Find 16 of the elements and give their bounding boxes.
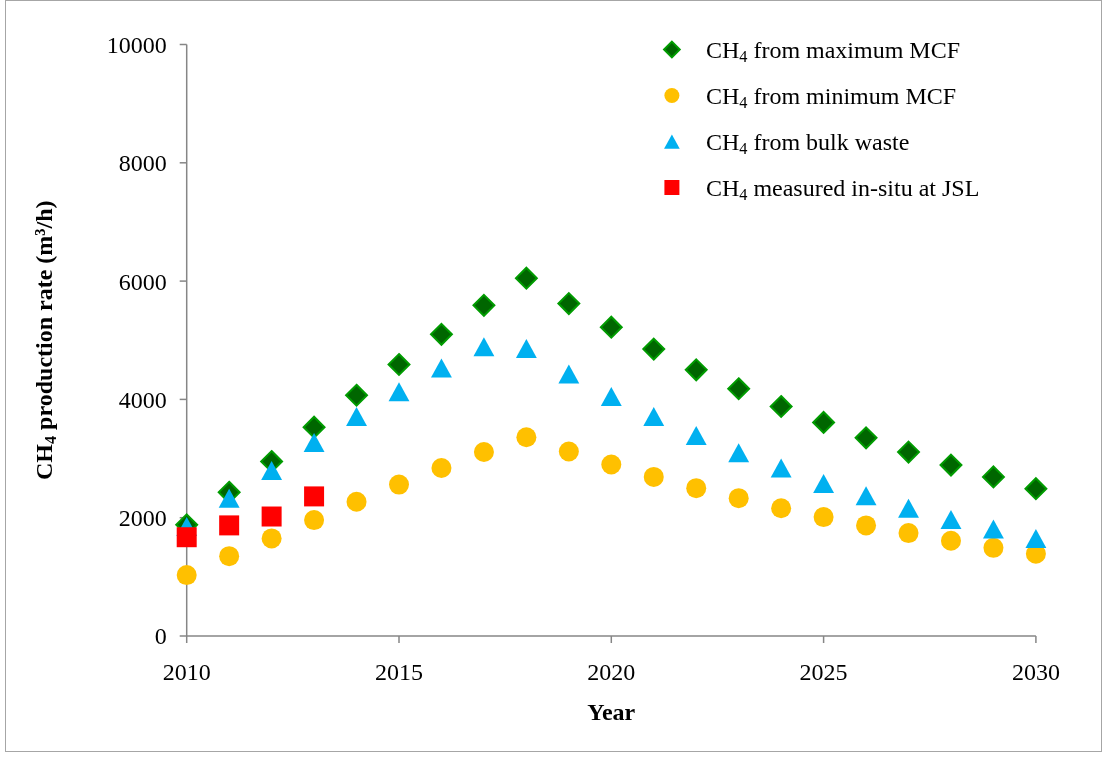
legend-label: CH$_{4}$ from maximum MCF [705, 36, 961, 66]
y-tick-label: 2000 [118, 505, 167, 532]
legend-label: CH$_{4}$ from minimum MCF [705, 82, 957, 112]
legend-label: CH$_{4}$ measured in-situ at JSL [705, 174, 980, 204]
x-tick-label: 2010 [162, 659, 211, 685]
x-axis-title: Year [587, 699, 636, 725]
y-tick-label: 4000 [118, 386, 167, 413]
y-tick-label: 6000 [118, 268, 167, 295]
x-tick-label: 2020 [587, 659, 636, 685]
x-tick-label: 2030 [1011, 659, 1060, 685]
legend-label: CH$_{4}$ from bulk waste [705, 128, 910, 158]
y-tick-label: 10000 [106, 31, 167, 58]
y-tick-label: 8000 [118, 150, 167, 177]
y-tick-label: 0 [154, 623, 167, 650]
x-tick-label: 2015 [375, 659, 423, 685]
x-tick-label: 2025 [799, 659, 848, 685]
